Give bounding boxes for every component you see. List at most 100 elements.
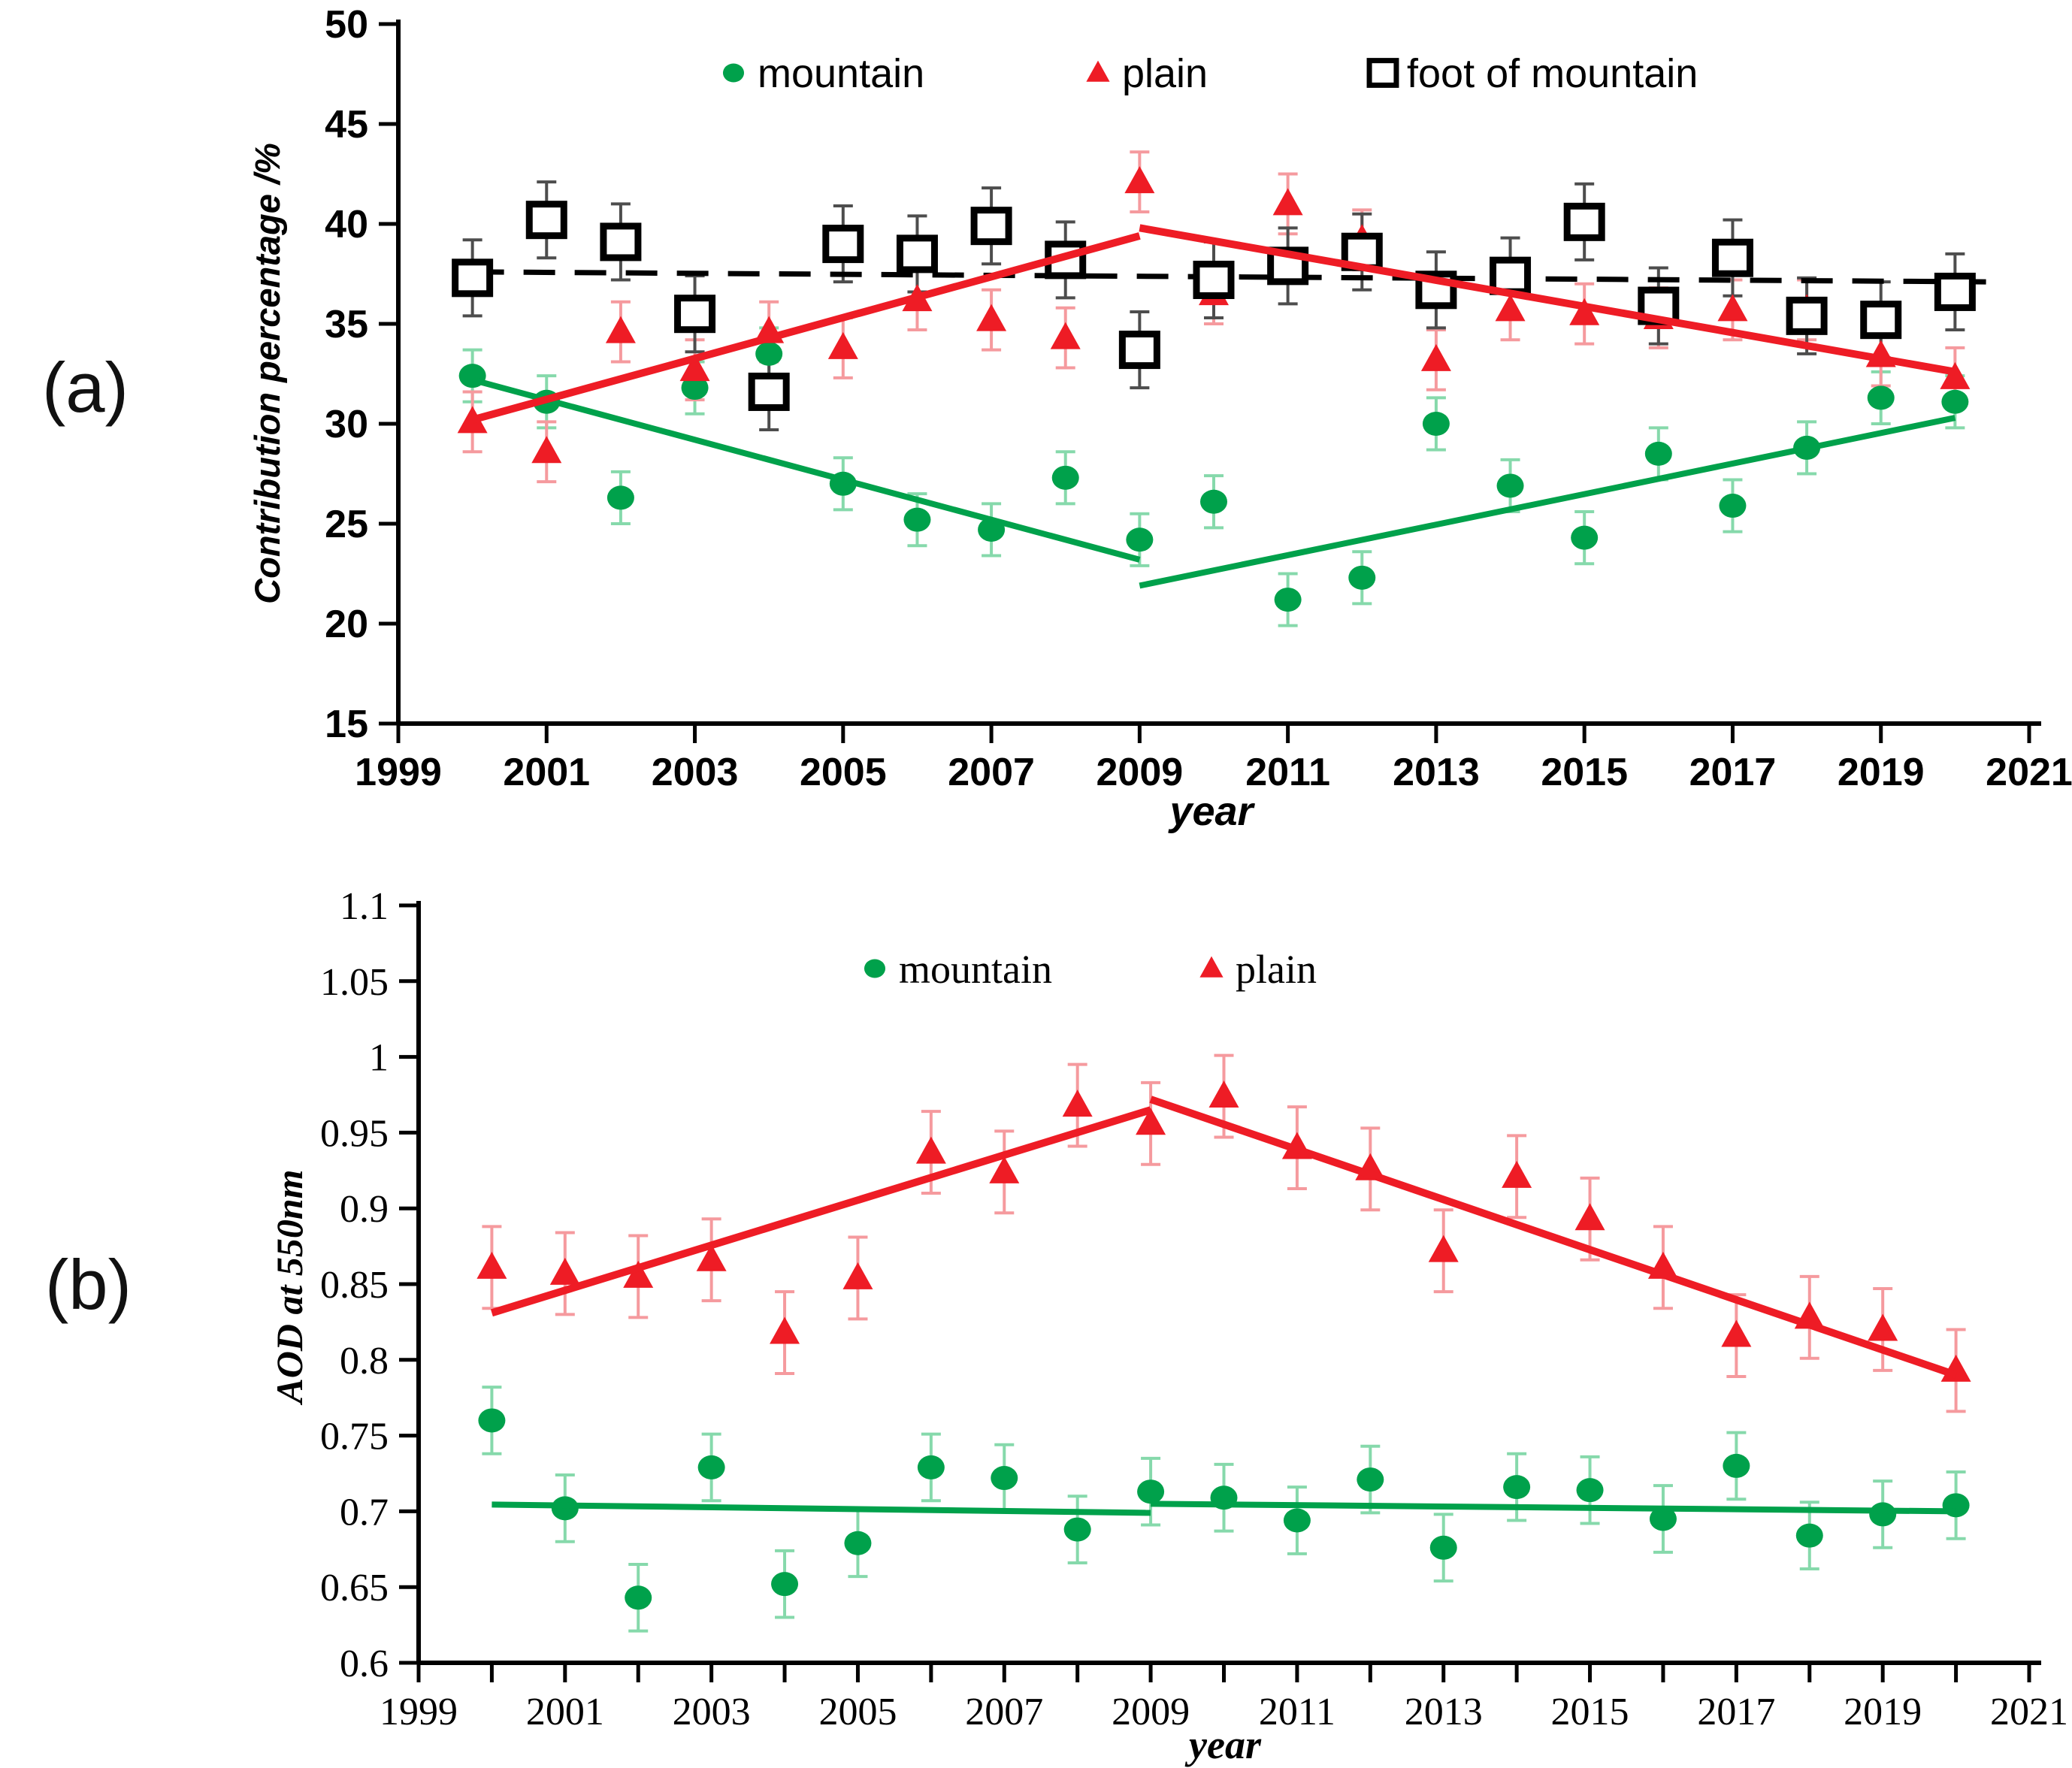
point-plain-2001 [531,436,562,464]
point-mountain-2019 [1867,385,1895,410]
point-foot-of-mountain-2005 [822,225,864,264]
point-mountain-2013 [1429,1535,1457,1560]
point-mountain-2004 [755,341,783,366]
y-tick-label: 15 [325,703,368,746]
point-mountain-2016 [1649,1507,1677,1531]
x-tick-label: 2003 [673,1691,751,1733]
x-tick-label: 2013 [1393,751,1480,794]
legend-circle-icon [864,959,886,978]
point-plain-2017 [1717,294,1748,322]
point-plain-2020 [1940,361,1971,389]
x-tick-label: 2009 [1096,751,1184,794]
point-foot-of-mountain-2001 [525,201,567,240]
x-tick-label: 2017 [1689,751,1777,794]
y-tick-label: 0.8 [340,1340,389,1383]
x-tick-label: 2009 [1112,1691,1190,1733]
y-tick-label: 0.85 [320,1264,389,1307]
point-mountain-2009 [1126,527,1154,552]
point-plain-2015 [1569,298,1600,325]
point-foot-of-mountain-2007 [970,207,1012,246]
point-mountain-2003 [681,376,709,400]
legend-a: mountain plain foot of mountain [722,51,1698,96]
point-plain-2004 [770,1316,800,1344]
point-mountain-2016 [1644,441,1672,466]
x-axis-title-b: year [1184,1722,1262,1767]
point-mountain-2004 [771,1572,799,1597]
errorbars-plain [482,1053,1966,1413]
y-tick-label: 1 [369,1037,389,1080]
point-plain-2001 [549,1257,580,1285]
x-tick-label: 2007 [948,751,1035,794]
plain-trend-up [471,232,1141,424]
point-mountain-2017 [1719,494,1747,518]
x-tick-label: 2005 [800,751,887,794]
plain-trend-down [1139,224,1956,376]
point-plain-2006 [915,1136,946,1164]
point-foot-of-mountain-2004 [748,372,790,411]
x-tick-label: 2001 [503,751,590,794]
point-foot-of-mountain-2020 [1934,272,1976,311]
point-plain-2014 [1495,294,1526,322]
panel-label-a: (a) [42,348,129,427]
point-mountain-2002 [606,485,634,510]
y-tick-label: 35 [325,303,368,346]
mountain-trend-right [1151,1501,1956,1515]
point-foot-of-mountain-2018 [1786,296,1828,335]
y-axis-title-b: AOD at 550nm [268,1169,310,1405]
x-tick-label: 2017 [1697,1691,1775,1733]
point-plain-2007 [989,1156,1020,1183]
point-plain-2002 [623,1260,654,1288]
x-tick-label: 2001 [526,1691,604,1733]
point-mountain-2018 [1795,1523,1823,1548]
point-foot-of-mountain-2009 [1118,331,1160,370]
y-tick-label: 0.6 [340,1643,389,1685]
x-tick-label: 1999 [355,751,442,794]
legend-label-plain: plain [1122,51,1208,96]
point-plain-2008 [1050,322,1081,349]
y-tick-label: 0.7 [340,1491,389,1534]
x-tick-label: 1999 [380,1691,458,1733]
point-mountain-2003 [697,1455,725,1479]
y-tick-label: 0.9 [340,1188,389,1231]
point-mountain-2011 [1283,1508,1311,1533]
legend-triangle-icon [1086,60,1110,82]
point-plain-2014 [1502,1160,1532,1188]
point-mountain-2008 [1051,465,1079,490]
point-plain-2005 [842,1262,873,1289]
x-tick-label: 2019 [1838,751,1925,794]
point-mountain-2012 [1348,565,1376,590]
legend-triangle-icon [1199,956,1224,978]
point-plain-2011 [1272,188,1303,216]
mountain-trend-left [492,1501,1151,1516]
point-plain-2009 [1136,1108,1166,1135]
point-plain-2008 [1062,1090,1093,1117]
legend-square-icon [1366,58,1399,88]
point-mountain-2014 [1503,1475,1531,1500]
x-tick-label: 2011 [1245,751,1330,794]
point-foot-of-mountain-2002 [600,222,642,261]
point-mountain-2012 [1357,1467,1384,1492]
point-mountain-2006 [903,507,931,532]
point-foot-of-mountain-2015 [1563,202,1605,241]
point-mountain-2017 [1723,1453,1750,1478]
point-plain-2003 [696,1244,727,1271]
y-tick-label: 40 [325,203,368,246]
legend-label-foot-of-mountain: foot of mountain [1407,51,1698,96]
y-tick-label: 0.95 [320,1112,389,1155]
point-plain-2000 [476,1251,507,1279]
point-mountain-2013 [1422,412,1450,436]
point-mountain-2011 [1274,588,1302,612]
point-foot-of-mountain-2000 [452,258,494,298]
legend-label-mountain: mountain [758,51,924,96]
x-tick-label: 2011 [1259,1691,1335,1733]
y-axis-title-a: Contribution percentage /% [247,143,287,604]
point-plain-2005 [827,331,858,359]
y-tick-label: 45 [325,103,368,147]
point-mountain-2008 [1063,1517,1091,1542]
point-mountain-2015 [1571,525,1599,550]
y-tick-label: 20 [325,603,368,646]
x-tick-label: 2015 [1551,1691,1629,1733]
point-plain-2010 [1208,1080,1239,1108]
